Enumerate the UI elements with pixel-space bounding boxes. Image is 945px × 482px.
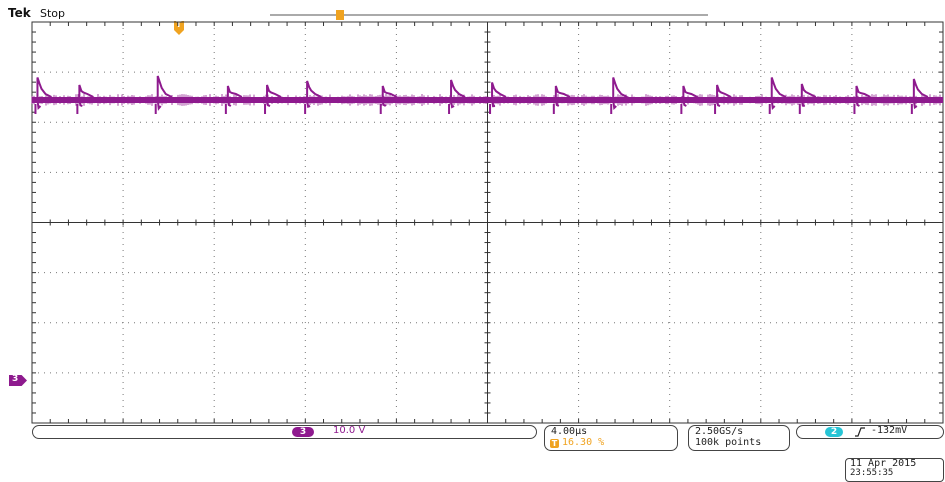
- channel-scale: 10.0 V: [333, 425, 366, 436]
- rising-edge-icon: [855, 427, 865, 437]
- sample-rate: 2.50GS/s: [695, 426, 744, 437]
- record-position-bar[interactable]: [270, 8, 710, 22]
- trigger-position-percent: 16.30 %: [562, 437, 605, 448]
- channel-trace: [31, 75, 943, 114]
- trace-spike: [448, 79, 466, 114]
- trigger-level: -132mV: [871, 425, 908, 436]
- trace-spike: [768, 77, 787, 114]
- time: 23:55:35: [850, 468, 894, 478]
- channel-marker-icon[interactable]: 3: [9, 375, 27, 386]
- acquisition-status: Stop: [40, 7, 66, 20]
- datetime-readout: 11 Apr 2015 23:55:35: [845, 458, 944, 482]
- trace-spike: [264, 84, 282, 114]
- trace-spike: [379, 85, 398, 114]
- waveform-display[interactable]: [0, 0, 945, 430]
- record-length: 100k points: [695, 437, 762, 448]
- graticule: [31, 21, 944, 424]
- trigger-position-icon[interactable]: T: [174, 20, 184, 35]
- trace-spike: [34, 77, 52, 114]
- trace-spike: [489, 82, 507, 114]
- trace-spike: [610, 77, 628, 114]
- trigger-readout[interactable]: 2 -132mV: [796, 425, 944, 439]
- date: 11 Apr 2015: [850, 458, 917, 469]
- trigger-position-badge-icon: T: [550, 439, 559, 448]
- trace-spike: [76, 84, 94, 114]
- trace-spike: [680, 85, 698, 114]
- trace-spike: [853, 85, 871, 114]
- trace-spike: [798, 83, 817, 114]
- trace-spike: [552, 85, 571, 114]
- trace-spike: [910, 78, 929, 114]
- channel-marker-label: 3: [12, 374, 19, 384]
- trigger-position-label: T: [176, 20, 182, 29]
- acquisition-readout[interactable]: 2.50GS/s 100k points: [688, 425, 790, 451]
- trigger-source-badge: 2: [825, 427, 843, 437]
- channel-readout[interactable]: 3 10.0 V: [32, 425, 537, 439]
- brand-logo: Tek: [8, 6, 31, 20]
- trace-noise: [31, 94, 943, 106]
- trace-spike: [154, 75, 173, 114]
- channel-badge: 3: [292, 427, 314, 437]
- time-per-div: 4.00µs: [551, 426, 588, 437]
- trace-spike: [304, 80, 322, 114]
- trace-spike: [714, 84, 732, 114]
- trace-spike: [224, 85, 243, 114]
- record-trigger-icon: [336, 10, 344, 20]
- timebase-readout[interactable]: 4.00µs T 16.30 %: [544, 425, 678, 451]
